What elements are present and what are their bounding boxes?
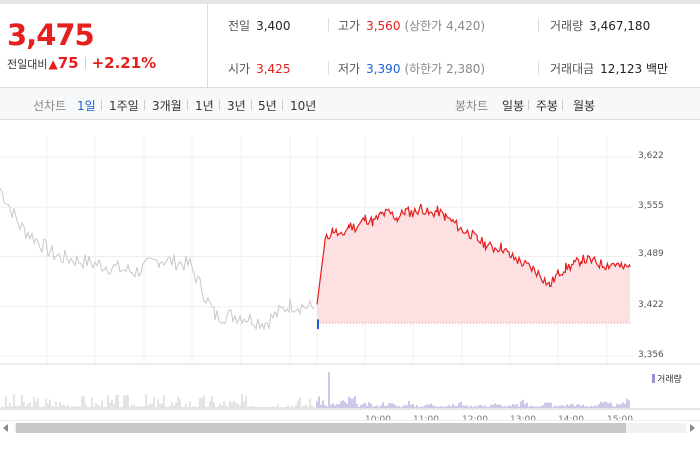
- change-percent: +2.21%: [91, 54, 157, 72]
- volume-stat: 거래량 3,467,180: [550, 19, 651, 33]
- tab-1week[interactable]: 1주일: [109, 99, 139, 113]
- tab-weekly-candle[interactable]: 주봉: [536, 99, 559, 113]
- tab-5year[interactable]: 5년: [258, 99, 277, 113]
- tab-1day[interactable]: 1일: [77, 99, 96, 113]
- tab-1year[interactable]: 1년: [195, 99, 214, 113]
- price-area-fill: [317, 204, 630, 324]
- high-stat: 고가 3,560 (상한가 4,420): [338, 19, 486, 33]
- change-value: 75: [57, 54, 79, 72]
- price-summary: 3,475 전일대비▲75 +2.21% 전일 3,400 고가 3,560 (상한가 …: [0, 4, 700, 88]
- price-change: 전일대비▲75 +2.21%: [7, 54, 156, 72]
- tab-3year[interactable]: 3년: [227, 99, 246, 113]
- y-tick-label: 3,422: [638, 300, 664, 310]
- trade-amount-stat: 거래대금 12,123 백만: [550, 62, 669, 76]
- tab-10year[interactable]: 10년: [290, 99, 317, 113]
- scroll-left-icon[interactable]: [3, 424, 8, 432]
- previous-day-line: [0, 188, 315, 332]
- y-tick-label: 3,356: [638, 350, 664, 360]
- top-bar: [0, 0, 700, 4]
- price-line: [316, 203, 631, 305]
- candle-chart-label: 봉차트: [455, 99, 489, 113]
- y-tick-label: 3,489: [638, 249, 664, 259]
- chart-scrollbar[interactable]: [0, 420, 700, 434]
- line-chart-label: 선차트: [33, 99, 67, 113]
- tab-3month[interactable]: 3개월: [152, 99, 182, 113]
- scroll-thumb[interactable]: [16, 423, 626, 433]
- chart-tabs: 선차트 1일 1주일 3개월 1년 3년 5년 10년 봉차트 일봉 주봉 월봉: [0, 88, 700, 120]
- current-price-box: 3,475 전일대비▲75 +2.21%: [0, 4, 208, 88]
- volume-legend: 거래량: [652, 372, 682, 385]
- change-label: 전일대비: [7, 58, 48, 71]
- up-triangle-icon: ▲: [48, 57, 58, 71]
- prev-close-stat: 전일 3,400: [228, 19, 291, 33]
- low-stat: 저가 3,390 (하한가 2,380): [338, 62, 486, 76]
- price-chart: 3,622 3,555 3,489 3,422 3,356 거래량 10:001…: [0, 121, 700, 450]
- tab-monthly-candle[interactable]: 월봉: [573, 99, 596, 113]
- y-tick-label: 3,555: [638, 201, 664, 211]
- price-chart-svg: [0, 136, 700, 410]
- scroll-right-icon[interactable]: [690, 424, 695, 432]
- open-stat: 시가 3,425: [228, 62, 291, 76]
- y-tick-label: 3,622: [638, 151, 664, 161]
- tab-daily-candle[interactable]: 일봉: [502, 99, 525, 113]
- current-price: 3,475: [7, 18, 95, 52]
